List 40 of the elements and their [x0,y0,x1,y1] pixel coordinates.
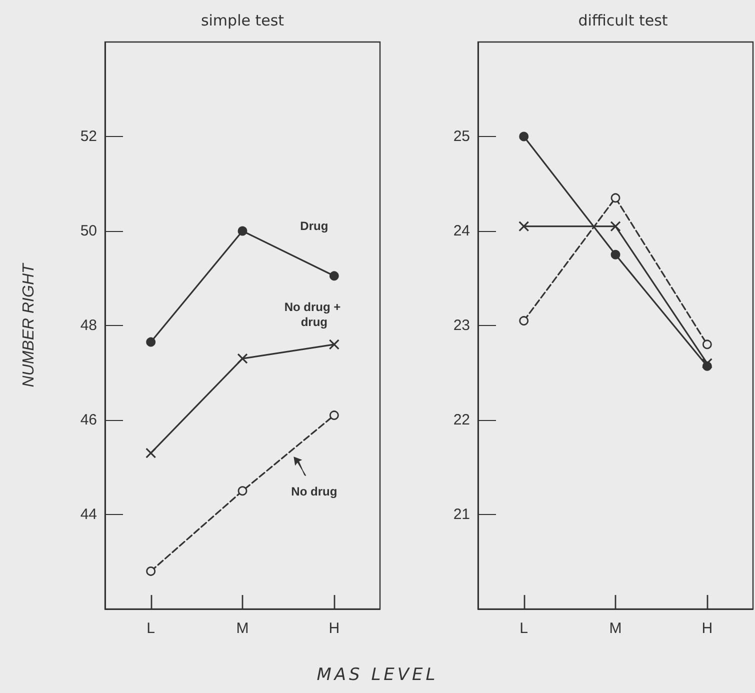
point [702,358,712,369]
y-tick-label: 25 [453,128,470,145]
x-tick-label: L [146,620,156,637]
point [519,316,529,326]
point [518,220,530,232]
chart-title: difficult test [578,12,668,30]
x-axis-title: MAS LEVEL [316,665,440,685]
point [702,340,712,350]
point [329,410,339,420]
point [329,271,339,281]
annotation: No drug + drug [284,300,344,329]
point [238,486,248,496]
annotation: No drug [291,484,338,498]
x-tick-label: H [328,620,340,637]
chart-title: simple test [200,12,284,30]
annotation: Drug [300,218,328,233]
point [238,226,248,236]
y-tick-label: 50 [80,222,97,240]
point [610,220,621,232]
point [610,193,620,203]
y-tick-label: 21 [453,506,470,523]
y-tick-label: 24 [453,222,470,240]
point [519,132,529,142]
x-tick-label: H [702,620,713,637]
point [610,250,620,260]
point [146,448,156,458]
point [146,337,156,347]
point [146,566,156,576]
x-tick-label: M [236,620,249,637]
y-tick-label: 48 [80,317,97,334]
point [328,339,340,350]
x-tick-label: L [520,620,528,637]
y-tick-label: 44 [80,506,97,523]
y-tick-label: 52 [80,128,97,145]
y-axis-title: NUMBER RIGHT [20,262,38,388]
y-tick-label: 22 [453,412,470,428]
x-tick-label: M [609,620,622,637]
point [237,353,248,364]
y-tick-label: 46 [80,412,97,428]
y-tick-label: 23 [453,317,470,334]
